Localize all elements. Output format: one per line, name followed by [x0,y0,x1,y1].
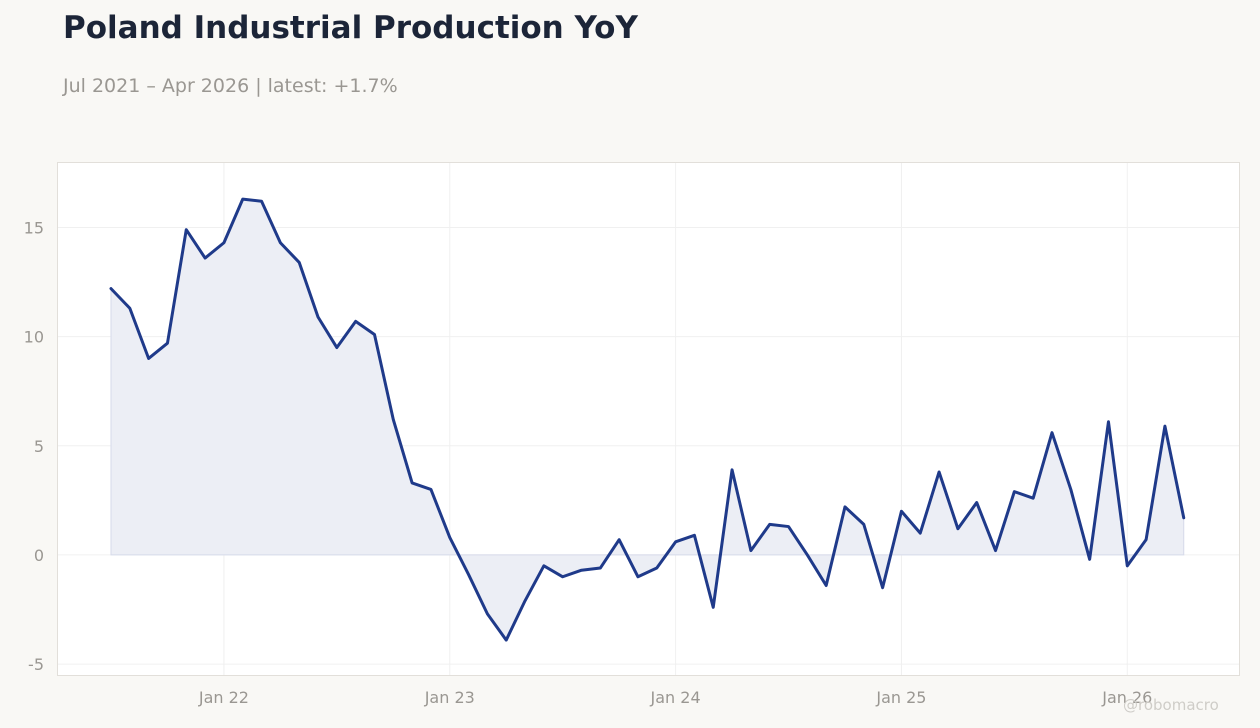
y-tick-label: 5 [34,437,44,456]
chart-subtitle: Jul 2021 – Apr 2026 | latest: +1.7% [63,75,398,97]
x-tick-label: Jan 26 [1101,688,1152,707]
x-tick-label: Jan 22 [198,688,249,707]
x-tick-label: Jan 23 [424,688,475,707]
axis-labels: -5 0 5 10 15 Jan 22 Jan 23 Jan 24 Jan 25 Jan 26 [24,218,1153,707]
y-tick-label: 10 [24,328,44,347]
line-layer [109,197,1186,642]
y-tick-label: -5 [28,655,44,674]
watermark: @robomacro [1123,696,1219,714]
y-tick-label: 0 [34,546,44,565]
y-tick-label: 15 [24,218,44,237]
x-tick-label: Jan 25 [875,688,926,707]
series-line [109,197,1186,642]
x-tick-label: Jan 24 [650,688,701,707]
chart-title: Poland Industrial Production YoY [63,10,638,46]
